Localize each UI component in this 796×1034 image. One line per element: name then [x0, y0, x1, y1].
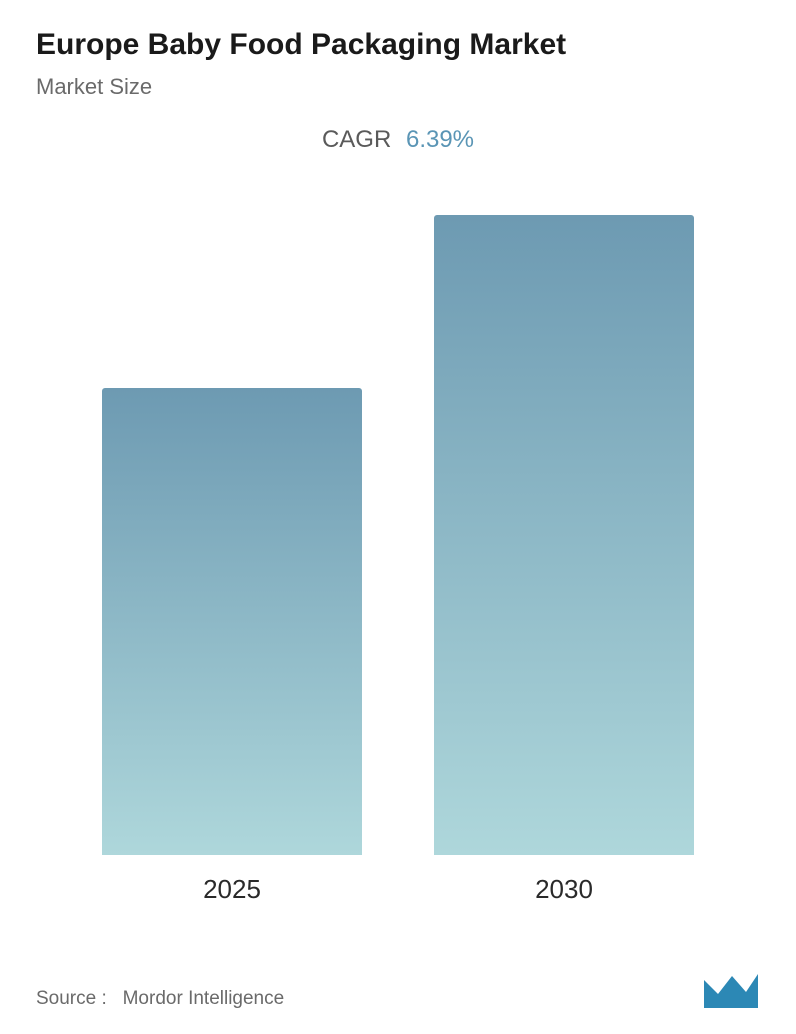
chart-title: Europe Baby Food Packaging Market [36, 28, 760, 62]
bar-wrapper-2025 [102, 388, 362, 855]
chart-area [36, 216, 760, 856]
footer: Source : Mordor Intelligence [36, 970, 760, 1010]
source-label: Source : [36, 988, 107, 1009]
brand-logo-icon [702, 970, 760, 1010]
bars-container [36, 216, 760, 855]
chart-subtitle: Market Size [36, 74, 760, 100]
source-name: Mordor Intelligence [123, 988, 285, 1009]
cagr-row: CAGR 6.39% [36, 126, 760, 154]
cagr-value: 6.39% [406, 126, 474, 153]
bar-2030 [434, 215, 694, 855]
cagr-label: CAGR [322, 126, 391, 153]
bar-label-2030: 2030 [434, 874, 694, 905]
x-axis-labels: 2025 2030 [36, 856, 760, 905]
source-text: Source : Mordor Intelligence [36, 988, 284, 1010]
bar-wrapper-2030 [434, 215, 694, 855]
bar-2025 [102, 388, 362, 855]
bar-label-2025: 2025 [102, 874, 362, 905]
